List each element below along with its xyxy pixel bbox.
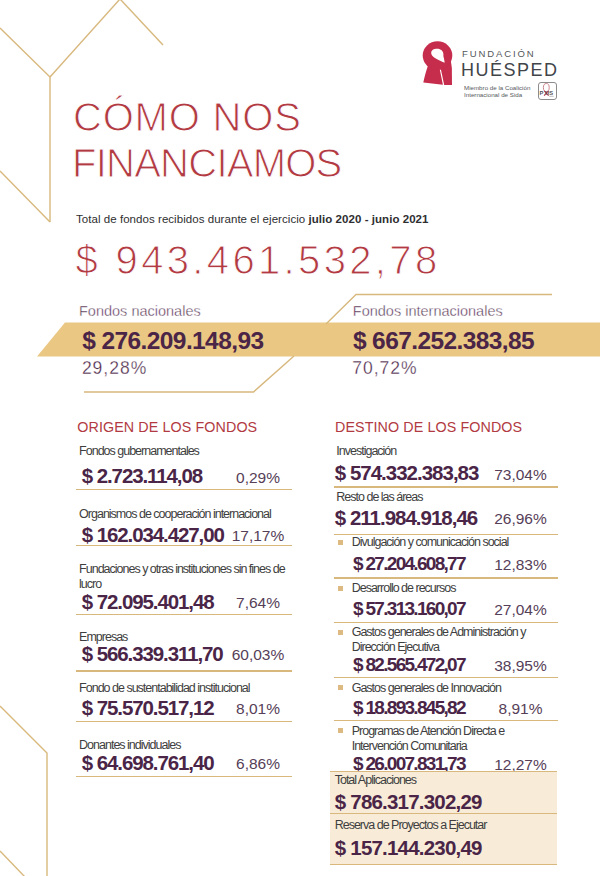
- svg-text:P US: P US: [540, 90, 554, 96]
